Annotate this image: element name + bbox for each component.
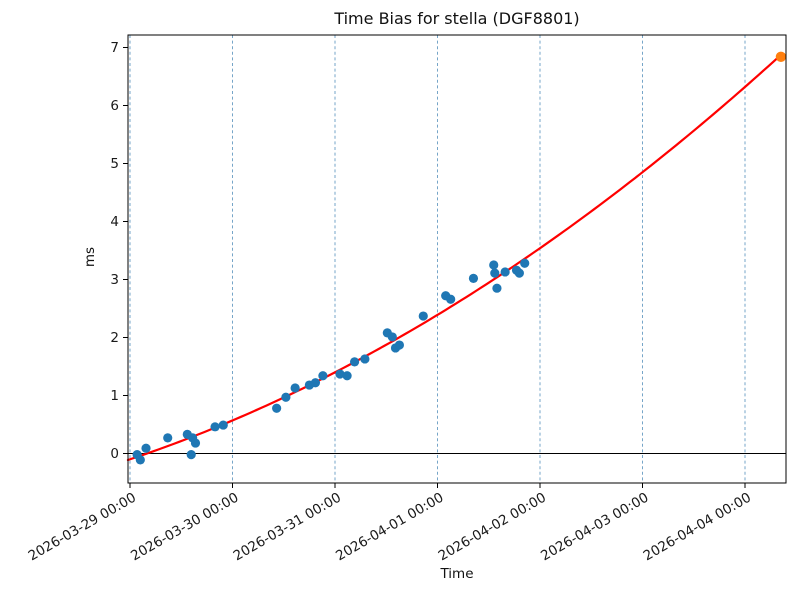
data-point [446, 294, 456, 304]
data-point [468, 273, 479, 283]
data-point [492, 283, 502, 293]
y-tick-label: 5 [110, 156, 119, 172]
x-tick-label: 2026-03-31 00:00 [231, 490, 344, 565]
data-point [500, 267, 510, 277]
x-tick-label: 2026-04-04 00:00 [641, 490, 754, 565]
x-tick-label: 2026-04-02 00:00 [436, 490, 549, 565]
data-point [490, 268, 500, 278]
y-tick-label: 0 [110, 446, 119, 462]
data-point [272, 403, 282, 413]
predicted-endpoint-points [775, 51, 787, 62]
data-point [489, 260, 499, 270]
x-tick-label: 2026-03-29 00:00 [26, 490, 139, 565]
data-point [335, 369, 345, 379]
x-tick-label: 2026-04-01 00:00 [333, 490, 446, 565]
data-point [190, 438, 201, 448]
bias-measurements-points [132, 258, 530, 465]
data-point [163, 433, 173, 443]
data-point [387, 332, 397, 342]
data-point [360, 354, 370, 364]
y-tick-label: 7 [110, 40, 119, 56]
data-point [141, 443, 151, 453]
spines [127, 34, 787, 484]
y-tick-label: 1 [110, 388, 119, 404]
data-point [290, 383, 300, 393]
x-tick-label: 2026-03-30 00:00 [128, 490, 241, 565]
y-tick-label: 3 [110, 272, 119, 288]
data-point [349, 357, 360, 367]
data-point [342, 371, 352, 381]
fit-curve [126, 53, 782, 462]
x-tick-label: 2026-04-03 00:00 [538, 490, 651, 565]
data-point [394, 340, 405, 350]
y-axis-label: ms [82, 246, 98, 268]
plot-border [127, 34, 787, 484]
fit-curve-group [126, 53, 782, 462]
day-gridlines [129, 35, 746, 483]
x-axis-label: Time [440, 566, 474, 582]
data-point [775, 51, 787, 62]
y-tick-label: 2 [110, 330, 119, 346]
data-point [514, 268, 524, 278]
data-point [135, 455, 145, 465]
data-point [318, 371, 328, 381]
data-point [520, 258, 530, 268]
y-tick-label: 4 [110, 214, 119, 230]
data-point [186, 450, 196, 460]
data-point [281, 392, 291, 402]
chart-title: Time Bias for stella (DGF8801) [334, 9, 580, 28]
data-point [218, 420, 228, 430]
data-point [310, 378, 321, 388]
data-point [418, 311, 428, 321]
data-point [210, 422, 220, 432]
y-tick-label: 6 [110, 98, 119, 114]
